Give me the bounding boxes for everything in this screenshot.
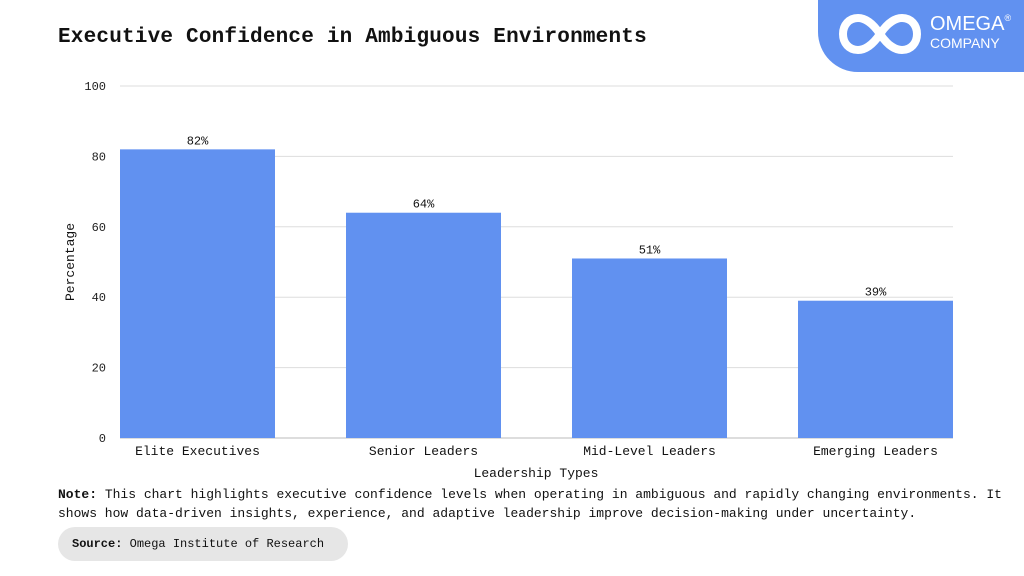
- y-tick-label: 100: [84, 80, 106, 94]
- data-label: 64%: [413, 198, 435, 212]
- bar: [572, 258, 727, 438]
- infinity-icon: [838, 13, 922, 55]
- chart-note: Note: This chart highlights executive co…: [58, 487, 1002, 521]
- y-axis-label: Percentage: [63, 223, 78, 301]
- data-label: 82%: [187, 134, 209, 148]
- company-logo: OMEGA® COMPANY: [818, 0, 1024, 72]
- bar: [120, 149, 275, 439]
- chart-title: Executive Confidence in Ambiguous Enviro…: [58, 26, 647, 49]
- x-axis-label: Leadership Types: [474, 466, 599, 481]
- logo-name: OMEGA®: [930, 13, 1012, 35]
- x-tick-label: Mid-Level Leaders: [583, 444, 716, 459]
- source-badge: Source: Omega Institute of Research: [58, 527, 349, 561]
- data-label: 51%: [639, 243, 661, 257]
- y-tick-label: 80: [92, 150, 106, 164]
- y-tick-label: 60: [92, 221, 106, 235]
- logo-sub: COMPANY: [930, 35, 1000, 51]
- x-tick-label: Elite Executives: [135, 444, 260, 459]
- y-tick-label: 20: [92, 362, 106, 376]
- y-tick-label: 40: [92, 291, 106, 305]
- bar: [346, 212, 501, 438]
- x-tick-label: Senior Leaders: [369, 444, 478, 459]
- x-tick-label: Emerging Leaders: [813, 444, 938, 459]
- y-tick-label: 0: [99, 432, 106, 446]
- data-label: 39%: [865, 286, 887, 300]
- bar: [798, 300, 953, 438]
